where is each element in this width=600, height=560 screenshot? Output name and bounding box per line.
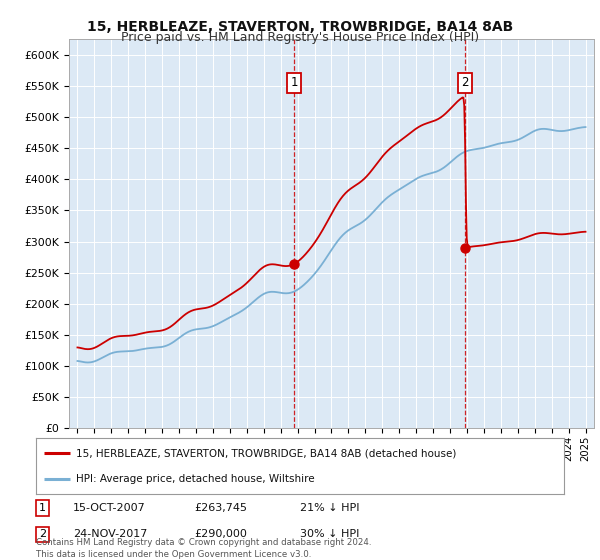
Text: Contains HM Land Registry data © Crown copyright and database right 2024.
This d: Contains HM Land Registry data © Crown c… [36, 538, 371, 559]
Text: 1: 1 [39, 503, 46, 513]
Text: HPI: Average price, detached house, Wiltshire: HPI: Average price, detached house, Wilt… [76, 474, 314, 484]
Text: 21% ↓ HPI: 21% ↓ HPI [300, 503, 359, 513]
Text: 2: 2 [39, 529, 46, 539]
Text: 15, HERBLEAZE, STAVERTON, TROWBRIDGE, BA14 8AB (detached house): 15, HERBLEAZE, STAVERTON, TROWBRIDGE, BA… [76, 448, 456, 458]
Text: 1: 1 [290, 76, 298, 89]
Text: 15, HERBLEAZE, STAVERTON, TROWBRIDGE, BA14 8AB: 15, HERBLEAZE, STAVERTON, TROWBRIDGE, BA… [87, 20, 513, 34]
Text: 30% ↓ HPI: 30% ↓ HPI [300, 529, 359, 539]
Text: £263,745: £263,745 [194, 503, 247, 513]
Text: 2: 2 [461, 76, 469, 89]
Text: 15-OCT-2007: 15-OCT-2007 [73, 503, 146, 513]
Text: £290,000: £290,000 [194, 529, 247, 539]
Text: 24-NOV-2017: 24-NOV-2017 [73, 529, 148, 539]
Text: Price paid vs. HM Land Registry's House Price Index (HPI): Price paid vs. HM Land Registry's House … [121, 31, 479, 44]
